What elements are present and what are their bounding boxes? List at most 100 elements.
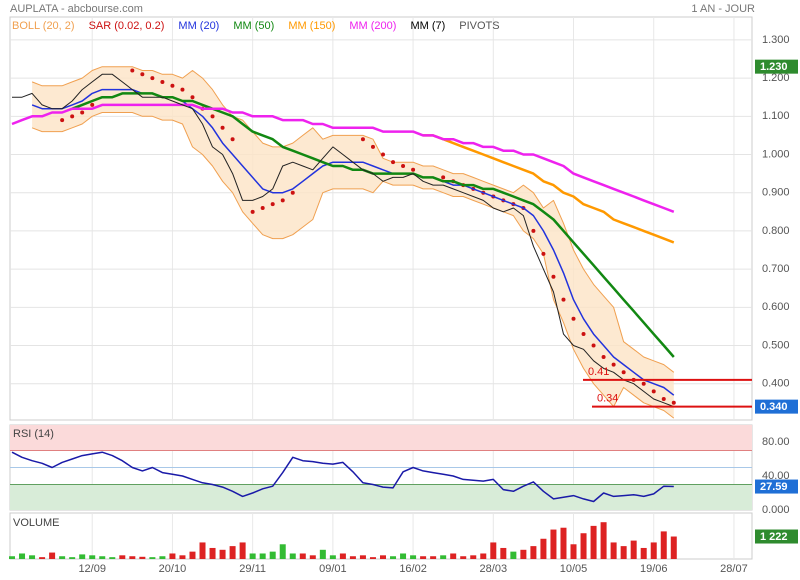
y-tick-label: 1.000 [762, 148, 790, 160]
series-line [12, 73, 674, 408]
y-tick-label: 1.300 [762, 34, 790, 46]
volume-bar [500, 547, 507, 559]
chart-title: AUPLATA - abcbourse.com [10, 3, 143, 15]
volume-bar [269, 551, 276, 559]
volume-bar [129, 556, 136, 559]
sar-dot [641, 381, 646, 386]
sar-dot [591, 343, 596, 348]
sar-dot [581, 332, 586, 337]
sar-dot [130, 68, 135, 73]
y-tick-label: 40.00 [762, 470, 790, 482]
sar-dot [60, 118, 65, 123]
y-tick-label: 1.100 [762, 110, 790, 122]
volume-bar [329, 555, 336, 559]
sar-dot [250, 209, 255, 214]
volume-bar [660, 531, 667, 559]
value-box-label: 1.230 [760, 61, 788, 73]
y-tick-label: 1.200 [762, 72, 790, 84]
sar-dot [220, 125, 225, 130]
volume-bar [199, 542, 206, 559]
volume-bar [159, 556, 166, 559]
sar-dot [160, 79, 165, 84]
volume-bar [590, 525, 597, 559]
volume-bar [149, 557, 156, 559]
x-tick-label: 10/05 [560, 563, 588, 575]
series-line [11, 103, 675, 213]
sar-dot [391, 160, 396, 165]
legend-entry: BOLL (20, 2) [12, 20, 75, 32]
volume-bar [470, 555, 477, 559]
value-box [755, 479, 798, 494]
sar-dot [571, 316, 576, 321]
volume-bar [99, 556, 106, 559]
volume-bar [570, 544, 577, 559]
y-tick-label: 0.600 [762, 301, 790, 313]
volume-bar [299, 553, 306, 559]
sar-dot [230, 137, 235, 142]
series-line [11, 451, 674, 503]
sar-dot [90, 102, 95, 107]
sar-dot [70, 114, 75, 119]
sar-dot [260, 205, 265, 210]
volume-bar [670, 536, 677, 559]
oversold-zone [10, 484, 752, 510]
volume-bar [520, 549, 527, 559]
value-box [755, 59, 798, 74]
period: 1 AN - JOUR [691, 3, 755, 15]
volume-bar [420, 556, 427, 559]
y-tick-label: 0.500 [762, 339, 790, 351]
volume-bar [69, 557, 76, 559]
volume-bar [119, 555, 126, 559]
volume-bar [109, 557, 116, 559]
volume-bar [400, 553, 407, 559]
volume-bar [89, 555, 96, 559]
volume-bar [189, 551, 196, 559]
value-box-label: 27.59 [760, 481, 788, 493]
overbought-zone [10, 425, 752, 451]
volume-bar [390, 556, 397, 559]
x-tick-label: 09/01 [319, 563, 347, 575]
volume-bar [580, 533, 587, 559]
volume-bar [510, 551, 517, 559]
y-tick-label: 0.700 [762, 263, 790, 275]
sar-dot [150, 76, 155, 81]
sar-dot [611, 362, 616, 367]
sar-dot [270, 202, 275, 207]
volume-bar [630, 540, 637, 559]
pivot-label: 0.41 [588, 366, 609, 378]
y-tick-label: 0.800 [762, 225, 790, 237]
y-tick-label: 0.900 [762, 187, 790, 199]
legend-entry: PIVOTS [459, 20, 499, 32]
sar-dot [441, 175, 446, 180]
sar-dot [661, 396, 666, 401]
legend-entry: MM (7) [410, 20, 445, 32]
sar-dot [80, 110, 85, 115]
sar-dot [180, 87, 185, 92]
volume-bar [430, 556, 437, 559]
pivot-label: 0.34 [597, 393, 618, 405]
volume-bar [410, 555, 417, 559]
volume-bar [490, 542, 497, 559]
x-tick-label: 19/06 [640, 563, 668, 575]
volume-bar [39, 557, 46, 559]
volume-bar [229, 546, 236, 559]
value-box [755, 399, 798, 414]
sar-dot [290, 190, 295, 195]
volume-bar [309, 555, 316, 559]
sar-dot [411, 167, 416, 172]
sar-dot [401, 163, 406, 168]
volume-bar [249, 553, 256, 559]
legend-entry: MM (50) [233, 20, 274, 32]
panel-frame [9, 16, 753, 421]
volume-bar [650, 542, 657, 559]
x-tick-label: 16/02 [399, 563, 427, 575]
volume-bar [139, 556, 146, 559]
volume-bar [450, 553, 457, 559]
sar-dot [651, 389, 656, 394]
volume-bar [540, 538, 547, 559]
volume-bar [49, 552, 56, 559]
sar-dot [190, 95, 195, 100]
y-tick-label: 0.400 [762, 378, 790, 390]
volume-bar [279, 544, 286, 559]
